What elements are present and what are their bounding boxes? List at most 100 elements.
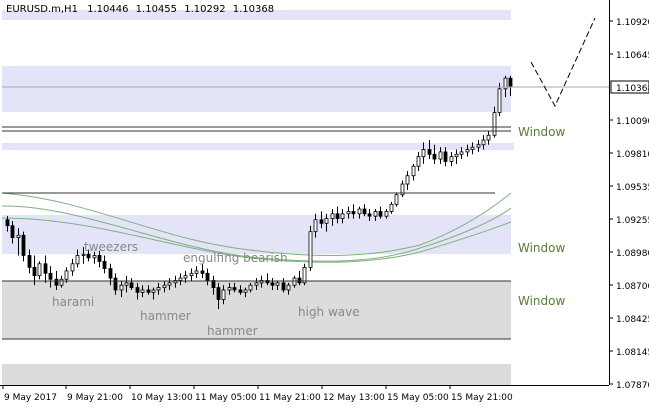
candle[interactable]	[340, 209, 345, 224]
candle[interactable]	[64, 267, 69, 283]
candle[interactable]	[221, 285, 226, 305]
candle[interactable]	[335, 206, 340, 224]
candle[interactable]	[37, 261, 42, 280]
candle[interactable]	[411, 163, 416, 181]
candle[interactable]	[27, 249, 32, 274]
candle[interactable]	[92, 251, 97, 264]
candle[interactable]	[330, 209, 335, 226]
candle[interactable]	[108, 263, 113, 286]
candle[interactable]	[48, 266, 53, 288]
candle[interactable]	[81, 247, 86, 264]
candle[interactable]	[119, 280, 124, 298]
candle[interactable]	[476, 140, 481, 152]
window-zone[interactable]	[2, 66, 511, 112]
candle[interactable]	[10, 220, 15, 244]
candle[interactable]	[173, 275, 178, 288]
candle[interactable]	[508, 75, 513, 96]
forecast-path[interactable]	[530, 17, 596, 108]
candle[interactable]	[140, 285, 145, 298]
candle[interactable]	[243, 287, 248, 298]
candle[interactable]	[384, 209, 389, 219]
candle[interactable]	[470, 142, 475, 155]
candle[interactable]	[70, 259, 75, 276]
candle[interactable]	[16, 228, 21, 256]
candle[interactable]	[416, 151, 421, 171]
candle[interactable]	[156, 282, 161, 295]
candle[interactable]	[459, 147, 464, 160]
candle[interactable]	[21, 231, 26, 262]
candle[interactable]	[313, 213, 318, 238]
candle[interactable]	[346, 206, 351, 219]
candle[interactable]	[319, 211, 324, 229]
candle[interactable]	[129, 278, 134, 290]
candle[interactable]	[449, 151, 454, 167]
candle[interactable]	[102, 255, 107, 274]
candle[interactable]	[178, 273, 183, 286]
candle[interactable]	[432, 144, 437, 164]
candle[interactable]	[481, 135, 486, 150]
candle[interactable]	[421, 142, 426, 164]
candle[interactable]	[248, 282, 253, 293]
candle[interactable]	[362, 204, 367, 217]
candle[interactable]	[400, 180, 405, 198]
candle[interactable]	[167, 278, 172, 290]
candle[interactable]	[162, 280, 167, 293]
candle[interactable]	[270, 278, 275, 290]
candle[interactable]	[389, 201, 394, 214]
candle[interactable]	[351, 204, 356, 219]
candle[interactable]	[443, 147, 448, 167]
candle[interactable]	[43, 255, 48, 283]
candle[interactable]	[281, 278, 286, 293]
candle[interactable]	[324, 213, 329, 232]
candle[interactable]	[216, 282, 221, 310]
candle[interactable]	[378, 206, 383, 219]
candle[interactable]	[297, 270, 302, 286]
candle[interactable]	[194, 266, 199, 279]
candle[interactable]	[238, 285, 243, 295]
candle[interactable]	[135, 282, 140, 300]
window-zone[interactable]	[2, 143, 514, 150]
candle[interactable]	[32, 255, 37, 286]
candle[interactable]	[211, 275, 216, 295]
range-zone[interactable]	[2, 281, 511, 339]
candle[interactable]	[292, 275, 297, 288]
candle[interactable]	[254, 278, 259, 290]
candle[interactable]	[54, 270, 59, 290]
candle[interactable]	[97, 250, 102, 268]
candle[interactable]	[497, 82, 502, 117]
candle[interactable]	[438, 147, 443, 164]
candle[interactable]	[75, 249, 80, 268]
candle[interactable]	[259, 275, 264, 288]
window-zone[interactable]	[2, 215, 511, 254]
candle[interactable]	[275, 280, 280, 290]
candle[interactable]	[367, 209, 372, 221]
candle[interactable]	[124, 275, 129, 293]
candle[interactable]	[405, 170, 410, 191]
candle[interactable]	[151, 287, 156, 300]
candle[interactable]	[86, 249, 91, 262]
candle[interactable]	[5, 216, 10, 232]
candle[interactable]	[265, 273, 270, 286]
candle[interactable]	[146, 285, 151, 295]
candle[interactable]	[454, 149, 459, 164]
candle[interactable]	[113, 273, 118, 295]
candle[interactable]	[373, 209, 378, 221]
candle[interactable]	[232, 282, 237, 293]
candle[interactable]	[492, 106, 497, 138]
candle[interactable]	[200, 263, 205, 279]
candle[interactable]	[308, 225, 313, 271]
candle[interactable]	[427, 140, 432, 160]
candle[interactable]	[59, 275, 64, 288]
candle[interactable]	[465, 144, 470, 157]
candle[interactable]	[189, 268, 194, 281]
candle[interactable]	[286, 282, 291, 295]
candle[interactable]	[394, 192, 399, 207]
candle[interactable]	[503, 75, 508, 98]
candle[interactable]	[357, 206, 362, 219]
candle[interactable]	[227, 282, 232, 295]
candle[interactable]	[486, 130, 491, 145]
candle[interactable]	[302, 263, 307, 286]
candle[interactable]	[205, 268, 210, 286]
